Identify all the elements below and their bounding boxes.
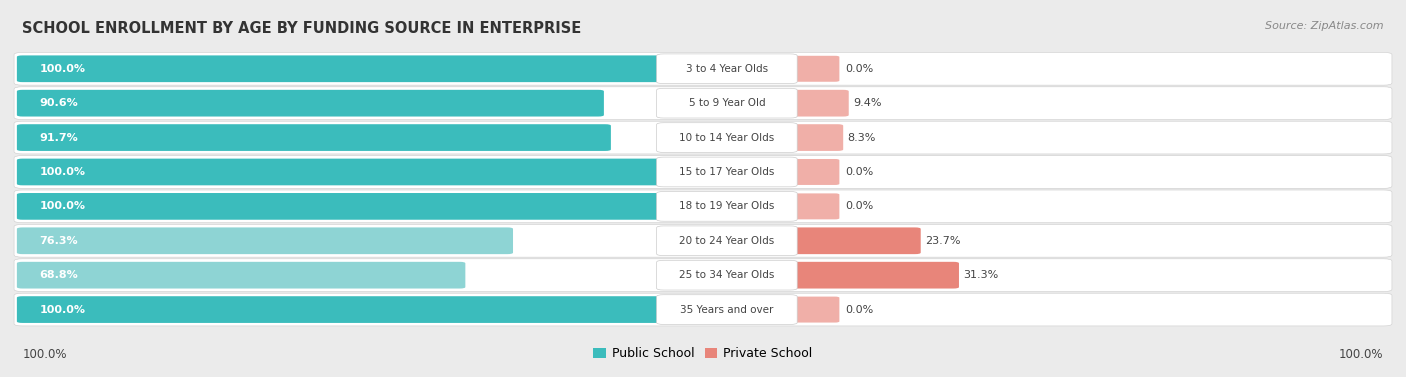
- Text: 8.3%: 8.3%: [848, 133, 876, 143]
- FancyBboxPatch shape: [17, 159, 664, 185]
- Text: 0.0%: 0.0%: [845, 201, 873, 211]
- FancyBboxPatch shape: [792, 193, 839, 219]
- Text: 18 to 19 Year Olds: 18 to 19 Year Olds: [679, 201, 775, 211]
- Text: 9.4%: 9.4%: [853, 98, 882, 108]
- Text: 5 to 9 Year Old: 5 to 9 Year Old: [689, 98, 765, 108]
- Text: 0.0%: 0.0%: [845, 167, 873, 177]
- FancyBboxPatch shape: [657, 123, 797, 152]
- FancyBboxPatch shape: [17, 55, 664, 82]
- FancyBboxPatch shape: [14, 190, 1392, 223]
- FancyBboxPatch shape: [792, 56, 839, 82]
- Legend: Public School, Private School: Public School, Private School: [588, 342, 818, 365]
- Text: 0.0%: 0.0%: [845, 64, 873, 74]
- Text: 15 to 17 Year Olds: 15 to 17 Year Olds: [679, 167, 775, 177]
- FancyBboxPatch shape: [14, 52, 1392, 85]
- Text: 31.3%: 31.3%: [963, 270, 998, 280]
- Text: 76.3%: 76.3%: [39, 236, 77, 246]
- FancyBboxPatch shape: [657, 54, 797, 84]
- FancyBboxPatch shape: [17, 124, 610, 151]
- FancyBboxPatch shape: [17, 262, 465, 288]
- FancyBboxPatch shape: [657, 260, 797, 290]
- Text: 100.0%: 100.0%: [22, 348, 67, 361]
- FancyBboxPatch shape: [17, 227, 513, 254]
- Text: 100.0%: 100.0%: [39, 64, 86, 74]
- Text: 100.0%: 100.0%: [39, 201, 86, 211]
- FancyBboxPatch shape: [792, 297, 839, 323]
- FancyBboxPatch shape: [657, 157, 797, 187]
- FancyBboxPatch shape: [14, 156, 1392, 188]
- Text: 91.7%: 91.7%: [39, 133, 79, 143]
- FancyBboxPatch shape: [14, 121, 1392, 154]
- Text: 0.0%: 0.0%: [845, 305, 873, 314]
- FancyBboxPatch shape: [792, 159, 839, 185]
- Text: 23.7%: 23.7%: [925, 236, 960, 246]
- Text: 90.6%: 90.6%: [39, 98, 79, 108]
- FancyBboxPatch shape: [790, 124, 844, 151]
- Text: 100.0%: 100.0%: [39, 305, 86, 314]
- Text: 10 to 14 Year Olds: 10 to 14 Year Olds: [679, 133, 775, 143]
- Text: 20 to 24 Year Olds: 20 to 24 Year Olds: [679, 236, 775, 246]
- Text: 68.8%: 68.8%: [39, 270, 79, 280]
- Text: SCHOOL ENROLLMENT BY AGE BY FUNDING SOURCE IN ENTERPRISE: SCHOOL ENROLLMENT BY AGE BY FUNDING SOUR…: [22, 21, 582, 36]
- FancyBboxPatch shape: [657, 192, 797, 221]
- FancyBboxPatch shape: [790, 227, 921, 254]
- FancyBboxPatch shape: [17, 90, 605, 116]
- FancyBboxPatch shape: [17, 193, 664, 220]
- FancyBboxPatch shape: [657, 295, 797, 325]
- FancyBboxPatch shape: [790, 262, 959, 288]
- FancyBboxPatch shape: [14, 87, 1392, 120]
- Text: 25 to 34 Year Olds: 25 to 34 Year Olds: [679, 270, 775, 280]
- FancyBboxPatch shape: [790, 90, 849, 116]
- Text: 100.0%: 100.0%: [1339, 348, 1384, 361]
- FancyBboxPatch shape: [14, 293, 1392, 326]
- FancyBboxPatch shape: [14, 224, 1392, 257]
- FancyBboxPatch shape: [17, 296, 664, 323]
- FancyBboxPatch shape: [657, 88, 797, 118]
- Text: Source: ZipAtlas.com: Source: ZipAtlas.com: [1265, 21, 1384, 31]
- FancyBboxPatch shape: [657, 226, 797, 256]
- Text: 100.0%: 100.0%: [39, 167, 86, 177]
- FancyBboxPatch shape: [14, 259, 1392, 291]
- Text: 3 to 4 Year Olds: 3 to 4 Year Olds: [686, 64, 768, 74]
- Text: 35 Years and over: 35 Years and over: [681, 305, 773, 314]
